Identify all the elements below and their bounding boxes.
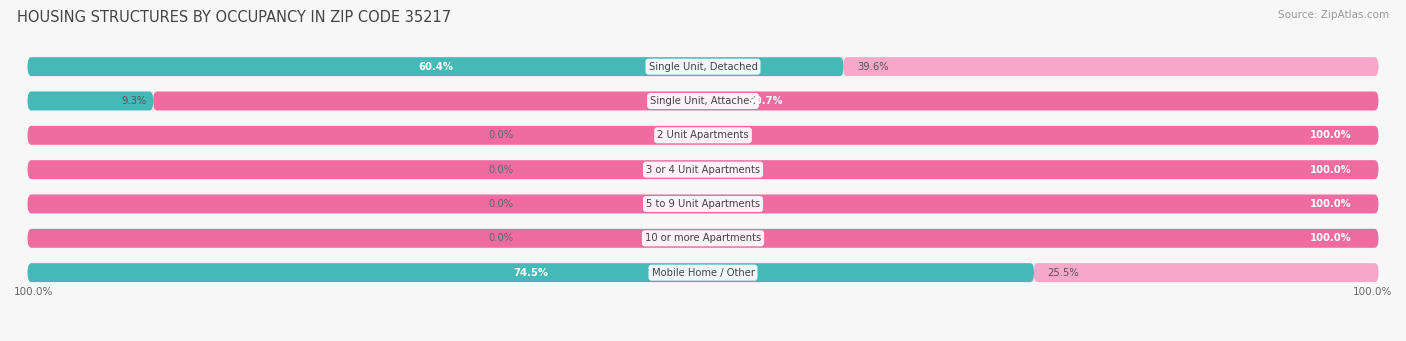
FancyBboxPatch shape: [28, 126, 1378, 145]
Text: 5 to 9 Unit Apartments: 5 to 9 Unit Apartments: [645, 199, 761, 209]
Text: Source: ZipAtlas.com: Source: ZipAtlas.com: [1278, 10, 1389, 20]
Text: 0.0%: 0.0%: [489, 233, 513, 243]
Text: 9.3%: 9.3%: [121, 96, 146, 106]
FancyBboxPatch shape: [28, 263, 1378, 282]
Text: 10 or more Apartments: 10 or more Apartments: [645, 233, 761, 243]
Text: 100.0%: 100.0%: [1309, 130, 1351, 140]
FancyBboxPatch shape: [28, 263, 1033, 282]
FancyBboxPatch shape: [28, 126, 1378, 145]
Text: 100.0%: 100.0%: [1309, 199, 1351, 209]
Text: 100.0%: 100.0%: [1309, 165, 1351, 175]
Text: 60.4%: 60.4%: [418, 62, 453, 72]
FancyBboxPatch shape: [28, 194, 1378, 213]
Text: 39.6%: 39.6%: [858, 62, 889, 72]
Text: 100.0%: 100.0%: [1309, 233, 1351, 243]
Text: 0.0%: 0.0%: [489, 199, 513, 209]
Text: 0.0%: 0.0%: [489, 130, 513, 140]
FancyBboxPatch shape: [28, 91, 153, 110]
FancyBboxPatch shape: [1033, 263, 1378, 282]
Text: Single Unit, Attached: Single Unit, Attached: [650, 96, 756, 106]
Text: 100.0%: 100.0%: [14, 286, 53, 297]
Text: 3 or 4 Unit Apartments: 3 or 4 Unit Apartments: [645, 165, 761, 175]
FancyBboxPatch shape: [28, 160, 1378, 179]
FancyBboxPatch shape: [28, 91, 1378, 110]
Text: 25.5%: 25.5%: [1047, 268, 1080, 278]
Text: Single Unit, Detached: Single Unit, Detached: [648, 62, 758, 72]
FancyBboxPatch shape: [153, 91, 1378, 110]
FancyBboxPatch shape: [28, 229, 1378, 248]
Text: 90.7%: 90.7%: [748, 96, 783, 106]
Text: 2 Unit Apartments: 2 Unit Apartments: [657, 130, 749, 140]
Text: HOUSING STRUCTURES BY OCCUPANCY IN ZIP CODE 35217: HOUSING STRUCTURES BY OCCUPANCY IN ZIP C…: [17, 10, 451, 25]
FancyBboxPatch shape: [28, 57, 844, 76]
FancyBboxPatch shape: [28, 229, 1378, 248]
Text: Mobile Home / Other: Mobile Home / Other: [651, 268, 755, 278]
FancyBboxPatch shape: [844, 57, 1378, 76]
Text: 100.0%: 100.0%: [1353, 286, 1392, 297]
Text: 0.0%: 0.0%: [489, 165, 513, 175]
FancyBboxPatch shape: [28, 194, 1378, 213]
Text: 74.5%: 74.5%: [513, 268, 548, 278]
FancyBboxPatch shape: [28, 57, 1378, 76]
FancyBboxPatch shape: [28, 160, 1378, 179]
